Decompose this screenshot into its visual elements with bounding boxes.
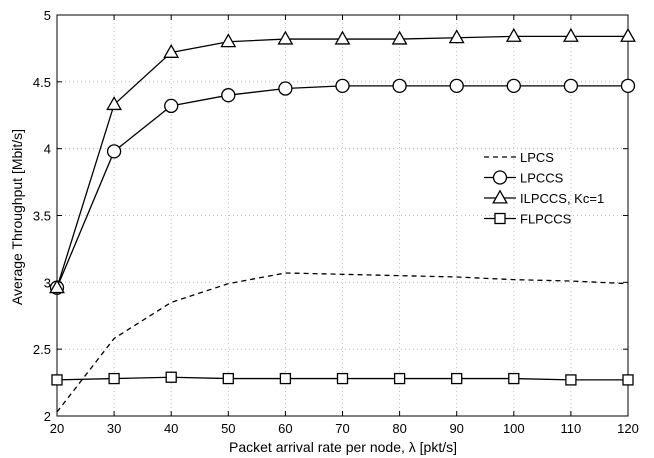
- series-ilpccs-kc-1: [49, 27, 636, 294]
- data-point: [163, 43, 180, 58]
- y-tick-label: 4.5: [33, 75, 51, 90]
- data-point: [335, 78, 350, 93]
- legend-marker: [492, 189, 508, 204]
- data-point: [392, 78, 407, 93]
- y-axis-label: Average Throughput [Mbit/s]: [9, 129, 25, 305]
- data-point: [562, 27, 579, 42]
- x-tick-label: 30: [107, 421, 121, 436]
- data-point: [51, 374, 63, 386]
- data-point: [106, 96, 123, 111]
- data-point: [334, 30, 351, 45]
- data-point: [505, 27, 522, 42]
- y-tick-label: 5: [44, 8, 51, 23]
- legend-marker: [494, 212, 506, 225]
- grid-layer: [57, 15, 628, 416]
- data-point: [279, 372, 292, 385]
- data-point: [164, 98, 179, 114]
- legend: LPCS LPCCS ILPCCS, Kc=1 FLPCCS: [484, 150, 604, 227]
- x-tick-label: 80: [392, 421, 406, 436]
- y-tick-label: 2: [44, 409, 51, 424]
- data-point: [393, 372, 406, 385]
- data-point: [278, 81, 293, 96]
- data-point: [622, 374, 634, 386]
- x-tick-label: 60: [278, 421, 292, 436]
- series-line: [56, 272, 629, 413]
- y-tick-label: 4: [44, 142, 51, 157]
- legend-marker: [492, 170, 508, 185]
- data-point: [565, 374, 577, 386]
- data-point: [106, 144, 122, 159]
- x-tick-label: 20: [50, 421, 64, 436]
- data-point: [108, 372, 120, 385]
- y-tick-label: 2.5: [33, 342, 51, 357]
- data-point: [449, 78, 464, 93]
- data-point: [165, 371, 177, 383]
- data-point: [563, 78, 579, 93]
- legend-label: LPCCS: [520, 171, 564, 186]
- data-point: [220, 33, 237, 48]
- x-tick-label: 120: [617, 421, 639, 436]
- x-tick-label: 90: [449, 421, 463, 436]
- x-tick-label: 100: [503, 421, 525, 436]
- data-point: [391, 30, 408, 45]
- data-point: [49, 279, 65, 294]
- data-point: [620, 78, 636, 93]
- series-lpcs: [56, 272, 629, 413]
- legend-entry: LPCS: [484, 150, 554, 165]
- legend-entry: FLPCCS: [484, 212, 572, 227]
- series-layer: [49, 27, 636, 413]
- y-tick-label: 3: [44, 275, 51, 290]
- series-line: [56, 85, 628, 288]
- legend-label: LPCS: [520, 150, 554, 165]
- x-tick-label: 50: [221, 421, 235, 436]
- data-point: [222, 372, 234, 385]
- x-tick-label: 40: [164, 421, 178, 436]
- legend-entry: LPCCS: [484, 170, 564, 186]
- legend-entry: ILPCCS, Kc=1: [484, 189, 604, 206]
- data-point: [506, 78, 521, 93]
- data-point: [508, 372, 520, 385]
- data-point: [451, 372, 463, 385]
- series-flpccs: [51, 371, 634, 386]
- axes-layer: 20 30 40 50 60 70 80 90 100 110 120 2 2.5 3 3.5 4 4.5 5: [33, 8, 639, 436]
- legend-label: ILPCCS, Kc=1: [520, 191, 604, 206]
- data-point: [277, 30, 294, 45]
- legend-label: FLPCCS: [520, 212, 572, 227]
- x-axis-label: Packet arrival rate per node, λ [pkt/s]: [229, 439, 457, 455]
- data-point: [620, 27, 636, 42]
- x-tick-label: 70: [335, 421, 349, 436]
- data-point: [221, 88, 236, 103]
- x-tick-label: 110: [561, 421, 582, 436]
- data-point: [448, 29, 465, 44]
- y-tick-label: 3.5: [33, 209, 51, 224]
- data-point: [336, 372, 349, 385]
